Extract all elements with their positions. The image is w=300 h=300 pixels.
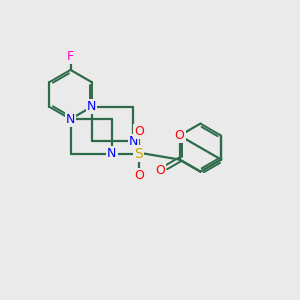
- Text: O: O: [175, 129, 184, 142]
- Text: O: O: [134, 169, 144, 182]
- Text: N: N: [87, 100, 97, 113]
- Text: O: O: [155, 164, 165, 177]
- Text: N: N: [107, 147, 117, 160]
- Text: N: N: [128, 135, 138, 148]
- Text: S: S: [134, 147, 143, 160]
- Text: F: F: [67, 50, 74, 63]
- Text: N: N: [66, 112, 75, 126]
- Text: O: O: [134, 125, 144, 138]
